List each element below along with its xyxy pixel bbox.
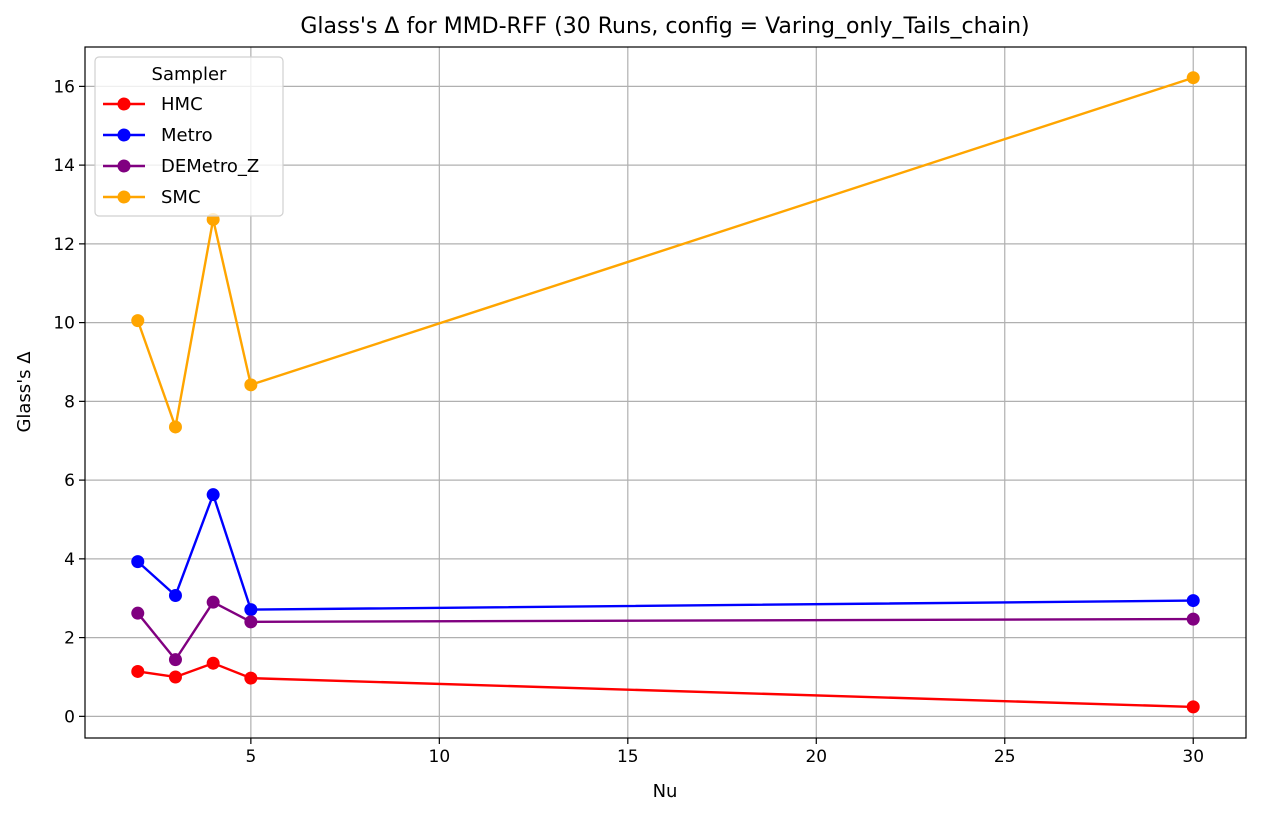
legend-title: Sampler [152,64,227,85]
series-line-demetro-z [136,600,1194,661]
legend-item-hmc: HMC [103,94,203,115]
data-point-metro [131,555,145,569]
x-tick-label: 15 [617,747,639,767]
series-line-metro [136,493,1194,611]
grid [85,47,1246,738]
data-point-smc [131,314,145,328]
series-hmc [131,656,1200,714]
legend-swatch-marker [117,190,131,204]
x-tick-label: 20 [805,747,827,767]
x-tick-label: 10 [429,747,451,767]
y-tick-label: 12 [53,235,75,255]
series-line-hmc [137,661,1194,709]
series-layer [131,71,1200,714]
data-point-smc [1186,71,1200,85]
data-point-metro [168,588,182,602]
y-axis: 0 2 4 6 8 10 12 14 16 [53,77,85,727]
x-axis-label: Nu [653,781,678,802]
data-point-metro [244,603,258,617]
y-tick-label: 14 [53,156,75,176]
data-point-metro [1186,594,1200,608]
data-point-demetro-z [131,606,145,620]
data-point-demetro-z [244,615,258,629]
y-axis-label: Glass's Δ [14,351,35,433]
legend-swatch-marker [117,159,131,173]
legend-label: SMC [161,187,201,208]
x-axis: 5 10 15 20 25 30 [245,738,1204,767]
legend-label: Metro [161,125,213,146]
chart-title: Glass's Δ for MMD-RFF (30 Runs, config =… [300,14,1029,39]
data-point-hmc [206,656,220,670]
x-tick-label: 30 [1182,747,1204,767]
data-point-hmc [131,664,145,678]
data-point-demetro-z [1186,612,1200,626]
data-point-hmc [168,670,182,684]
data-point-hmc [1186,700,1200,714]
data-point-smc [244,378,258,392]
y-tick-label: 4 [64,550,75,570]
series-metro [131,488,1200,617]
data-point-smc [168,420,182,434]
legend-item-demetro-z: DEMetro_Z [103,156,259,177]
series-line-smc [136,76,1194,429]
legend: Sampler HMC Metro DEMetro_Z SMC [94,56,284,217]
y-tick-label: 16 [53,77,75,97]
y-tick-label: 8 [64,392,75,412]
legend-label: DEMetro_Z [161,156,259,177]
y-tick-label: 0 [64,707,75,727]
data-point-metro [206,488,220,502]
legend-swatch-marker [117,97,131,111]
series-smc [131,71,1200,434]
legend-swatch-marker [117,128,131,142]
legend-item-smc: SMC [103,187,201,208]
legend-box [94,56,284,217]
y-tick-label: 2 [64,629,75,649]
x-tick-label: 5 [245,747,256,767]
series-demetro-z [131,595,1200,667]
legend-item-metro: Metro [103,125,213,146]
y-tick-label: 6 [64,471,75,491]
data-point-hmc [244,671,258,685]
legend-label: HMC [161,94,203,115]
data-point-demetro-z [168,653,182,667]
data-point-demetro-z [206,595,220,609]
x-tick-label: 25 [994,747,1016,767]
plot-frame [84,46,1247,739]
y-tick-label: 10 [53,314,75,334]
